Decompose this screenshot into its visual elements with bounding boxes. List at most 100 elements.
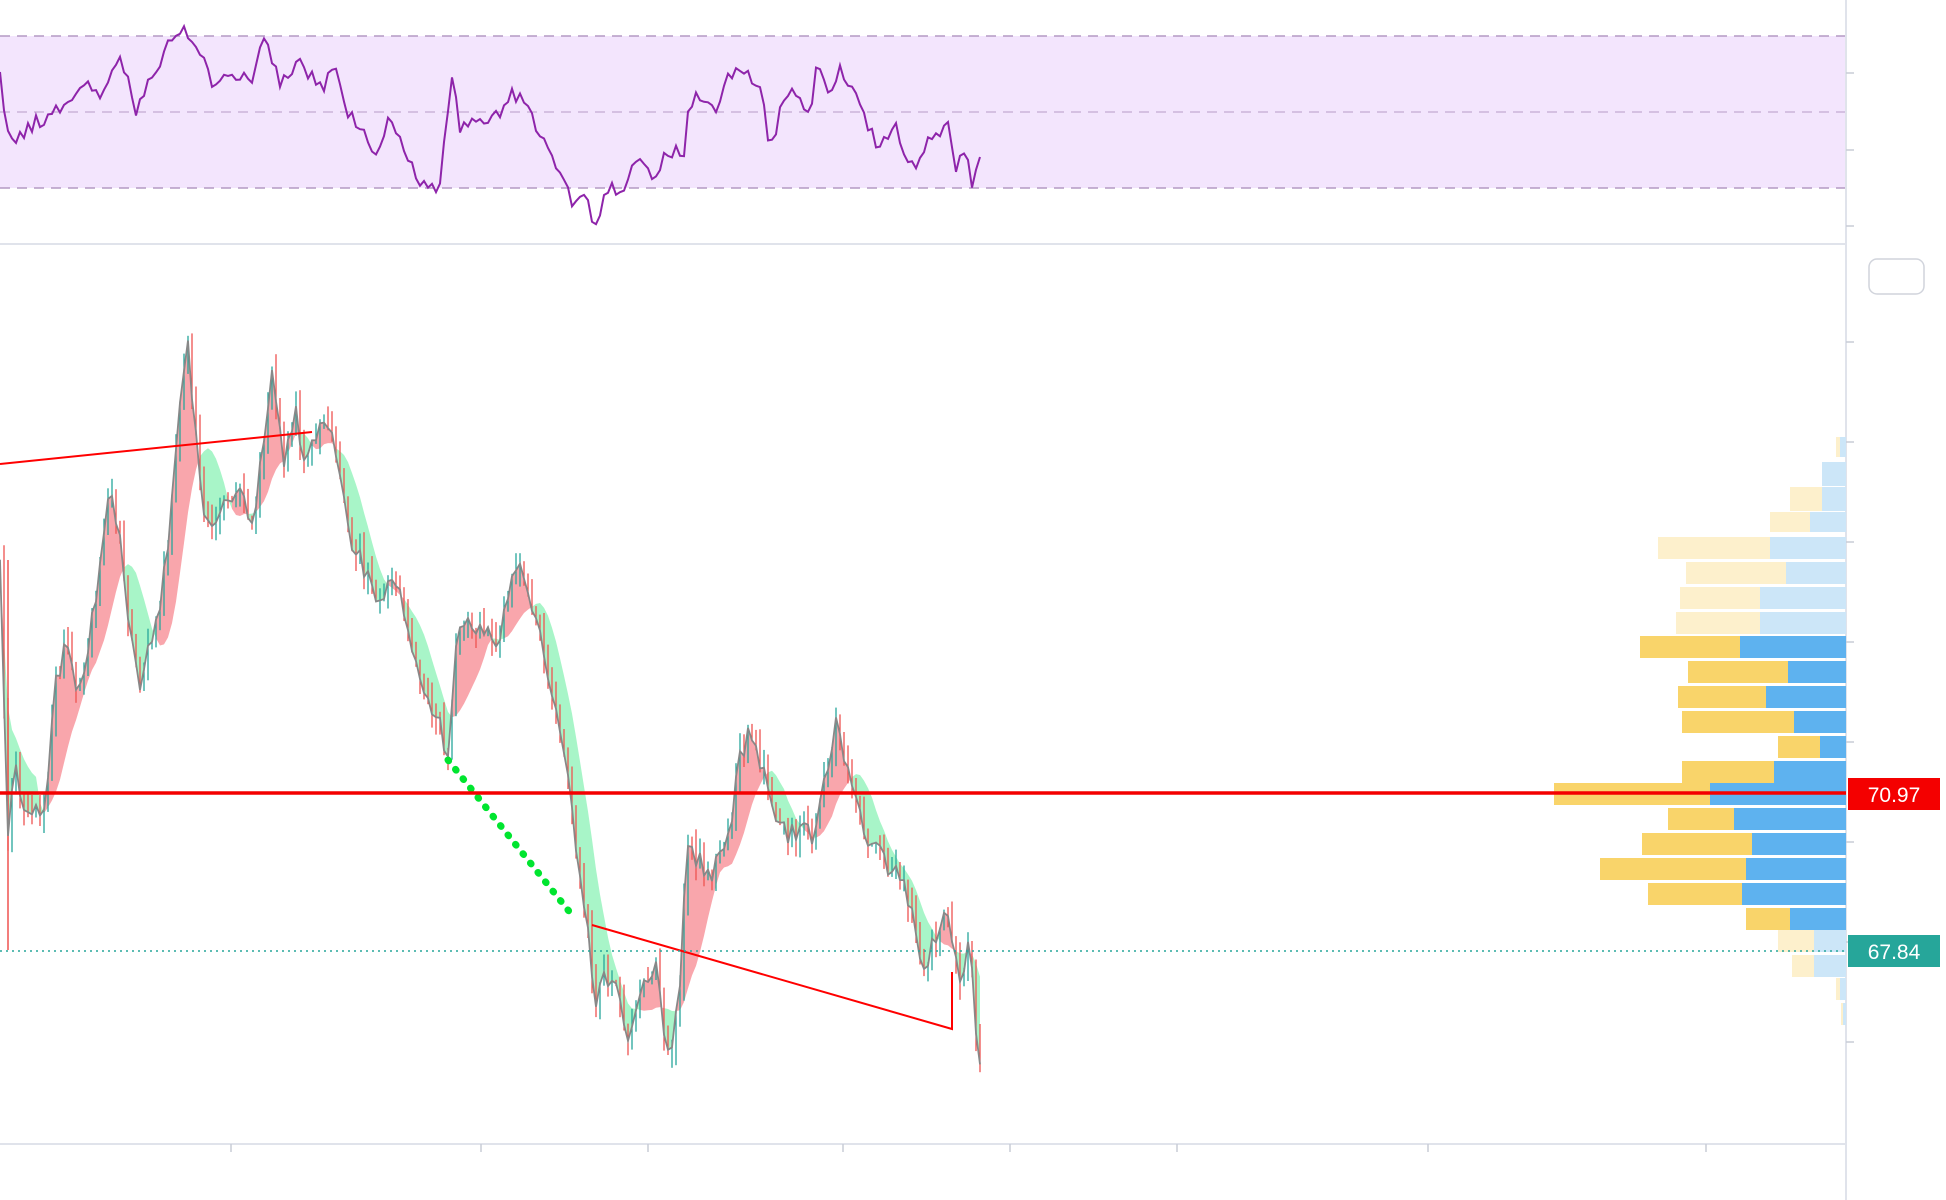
fill-segment-red xyxy=(720,848,724,873)
fill-segment-red xyxy=(264,408,268,502)
fill-segment-green xyxy=(584,786,588,928)
volume-profile xyxy=(1554,437,1846,1025)
fill-segment-green xyxy=(368,526,372,585)
fill-segment-red xyxy=(100,532,104,652)
fill-segment-red xyxy=(52,675,56,801)
fill-segment-red xyxy=(84,652,88,694)
fill-segment-green xyxy=(580,761,584,908)
fill-segment-red xyxy=(312,440,316,450)
upper-trendline[interactable] xyxy=(0,431,313,465)
fill-segment-green xyxy=(8,707,12,836)
fill-segment-green xyxy=(364,512,368,577)
volume-profile-sell-bar xyxy=(1686,562,1786,584)
fill-segment-green xyxy=(304,433,308,461)
fill-segment-green xyxy=(668,1009,672,1050)
volume-profile-sell-bar xyxy=(1668,808,1734,830)
volume-profile-buy-bar xyxy=(1790,908,1846,930)
lower-trendline[interactable] xyxy=(591,924,953,1031)
volume-profile-buy-bar xyxy=(1810,512,1846,532)
fill-segment-red xyxy=(76,684,80,721)
fill-segment-green xyxy=(880,821,884,854)
fill-segment-green xyxy=(412,611,416,662)
fill-segment-red xyxy=(836,717,840,805)
fill-segment-green xyxy=(216,458,220,523)
volume-profile-sell-bar xyxy=(1682,761,1774,783)
fill-segment-green xyxy=(864,780,868,846)
fill-segment-red xyxy=(732,776,736,864)
fill-segment-red xyxy=(320,422,324,449)
fill-segment-green xyxy=(28,766,32,815)
fill-segment-green xyxy=(560,658,564,754)
volume-profile-buy-bar xyxy=(1734,808,1846,830)
chart-settings-button[interactable] xyxy=(1868,258,1925,295)
fill-segment-red xyxy=(456,627,460,716)
volume-profile-buy-bar xyxy=(1742,883,1846,905)
fill-segment-red xyxy=(104,499,108,641)
fill-segment-red xyxy=(460,625,464,711)
volume-profile-sell-bar xyxy=(1792,955,1814,977)
fill-segment-red xyxy=(480,624,484,670)
fill-segment-red xyxy=(524,578,528,613)
fill-segment-red xyxy=(92,601,96,670)
fill-segment-red xyxy=(508,576,512,637)
fill-segment-green xyxy=(340,451,344,498)
rsi-pane xyxy=(0,23,1846,226)
volume-profile-sell-bar xyxy=(1676,612,1760,634)
fill-segment-green xyxy=(376,556,380,602)
time-axis-ticks xyxy=(230,1144,1707,1152)
volume-profile-buy-bar xyxy=(1840,437,1846,457)
fill-segment-red xyxy=(188,340,192,513)
fill-segment-green xyxy=(204,448,208,521)
fill-segment-red xyxy=(760,767,764,785)
fill-segment-green xyxy=(912,880,916,935)
fill-segment-red xyxy=(740,751,744,845)
fill-segment-green xyxy=(608,937,612,987)
volume-profile-sell-bar xyxy=(1688,661,1788,683)
fill-segment-red xyxy=(232,493,236,515)
fill-segment-green xyxy=(552,627,556,709)
fill-segment-red xyxy=(644,980,648,1011)
volume-profile-sell-bar xyxy=(1640,636,1740,658)
fill-segment-green xyxy=(872,797,876,844)
fill-segment-green xyxy=(352,473,356,555)
volume-profile-sell-bar xyxy=(1682,711,1794,733)
fill-segment-red xyxy=(112,495,116,609)
volume-profile-buy-bar xyxy=(1822,462,1846,486)
volume-profile-buy-bar xyxy=(1843,1003,1846,1025)
volume-profile-buy-bar xyxy=(1794,711,1846,733)
fill-segment-green xyxy=(420,625,424,694)
fill-segment-red xyxy=(748,727,752,819)
fill-segment-green xyxy=(404,598,408,631)
fill-segment-green xyxy=(628,1003,632,1041)
dotted-projection-line xyxy=(444,756,576,919)
volume-profile-buy-bar xyxy=(1770,537,1846,559)
fill-segment-red xyxy=(724,833,728,868)
rsi-line xyxy=(0,23,981,226)
volume-profile-sell-bar xyxy=(1778,930,1814,952)
fill-segment-green xyxy=(876,810,880,846)
fill-segment-red xyxy=(684,846,688,1002)
fill-segment-red xyxy=(516,563,520,625)
volume-profile-buy-bar xyxy=(1786,562,1846,584)
fill-segment-red xyxy=(700,853,704,952)
fill-segment-red xyxy=(640,980,644,1011)
resistance-price-text: 70.97 xyxy=(1868,784,1921,807)
fill-segment-red xyxy=(708,869,712,918)
volume-profile-buy-bar xyxy=(1746,858,1846,880)
fill-segment-green xyxy=(408,604,412,652)
price-smooth-line xyxy=(0,340,981,1065)
volume-profile-buy-bar xyxy=(1814,930,1846,952)
fill-segment-red xyxy=(288,431,292,453)
volume-profile-sell-bar xyxy=(1600,858,1746,880)
fill-segment-red xyxy=(484,627,488,658)
volume-profile-buy-bar xyxy=(1788,661,1846,683)
volume-profile-sell-bar xyxy=(1658,537,1770,559)
fill-segment-red xyxy=(396,586,400,595)
fill-segment-green xyxy=(924,912,928,969)
fill-segment-green xyxy=(888,841,892,875)
fill-segment-green xyxy=(868,788,872,846)
fill-segment-green xyxy=(616,968,620,1000)
resistance-price-label: 70.97 xyxy=(1848,778,1940,810)
